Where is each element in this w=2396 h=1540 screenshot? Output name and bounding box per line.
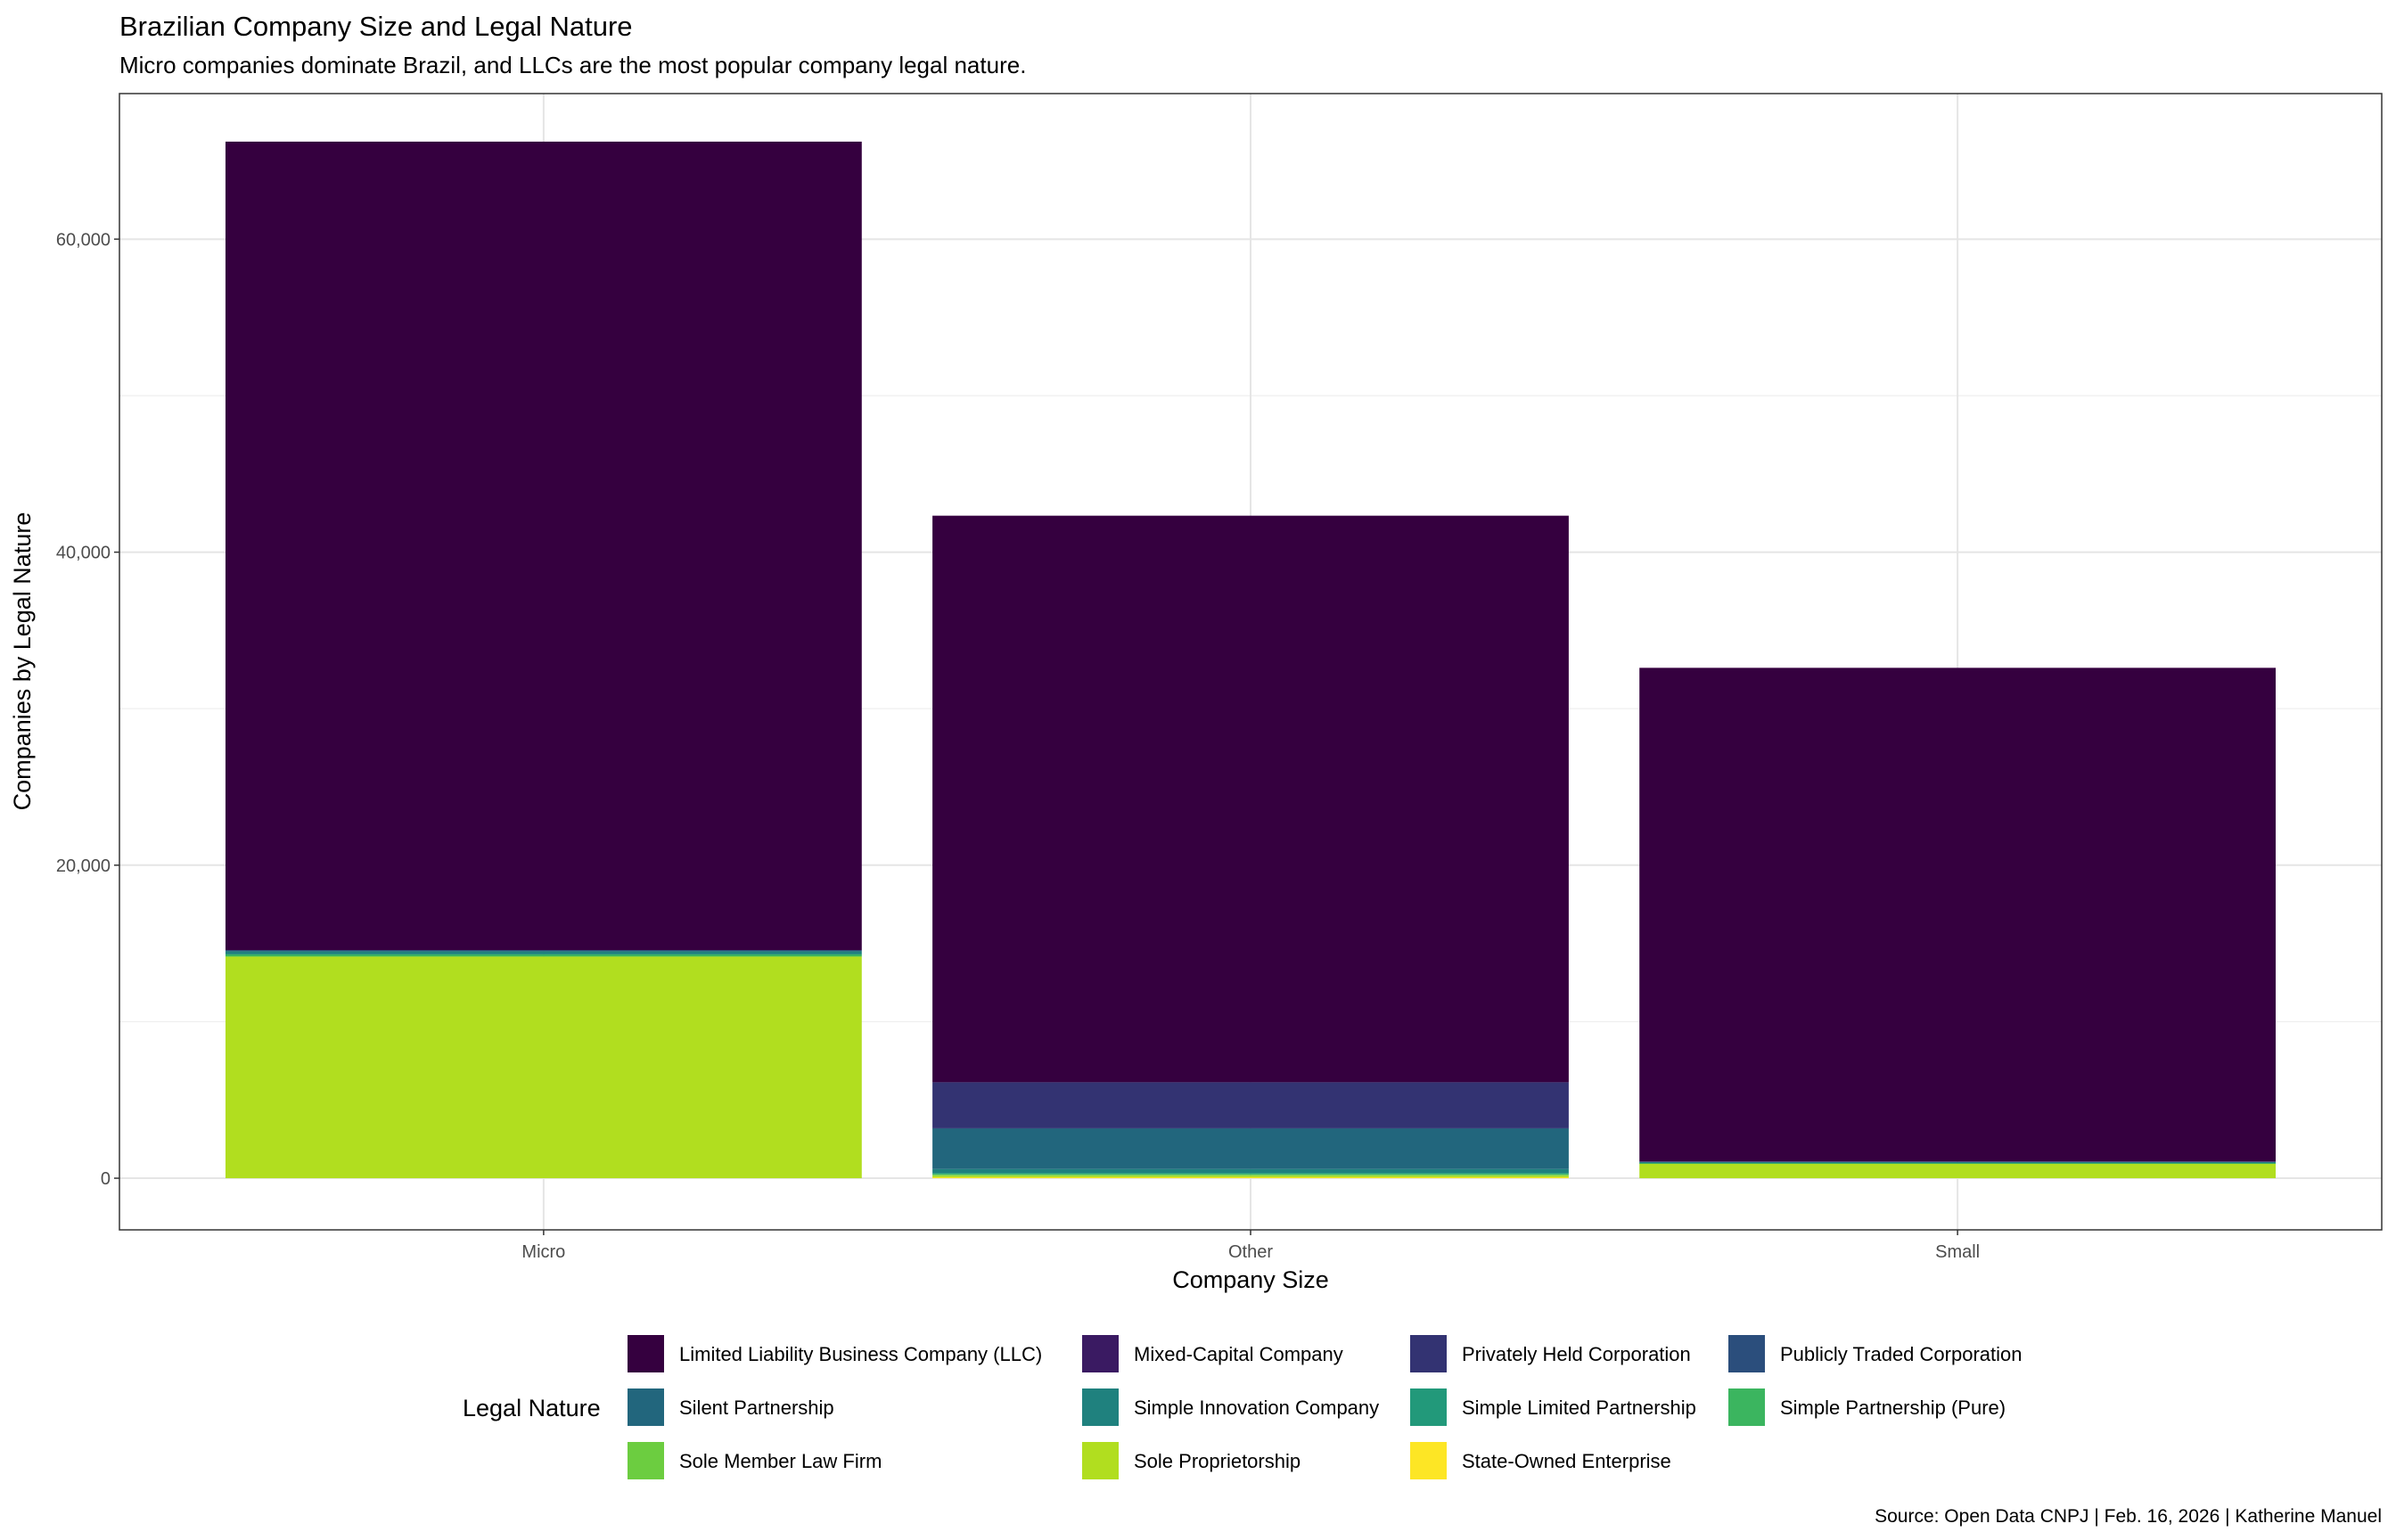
x-tick-label: Small — [1935, 1242, 1980, 1262]
bar-segment — [932, 515, 1569, 1083]
y-axis-title: Companies by Legal Nature — [9, 512, 36, 811]
bar-segment — [225, 956, 862, 1179]
legend-key — [628, 1335, 664, 1372]
legend-key — [1082, 1388, 1119, 1426]
legend-key — [1728, 1388, 1765, 1426]
plot-panel — [119, 93, 2383, 1231]
y-tick-label: 20,000 — [56, 856, 111, 876]
legend-key — [1410, 1442, 1447, 1479]
x-tick-label: Micro — [521, 1242, 565, 1262]
legend-key — [1410, 1388, 1447, 1426]
x-axis: Micro Other Small — [521, 1230, 1980, 1262]
bar-segment — [225, 954, 862, 957]
x-tick-label: Other — [1228, 1242, 1273, 1262]
legend-label: Simple Partnership (Pure) — [1780, 1397, 2006, 1419]
legend-key — [1082, 1442, 1119, 1479]
bar-segment — [225, 949, 862, 951]
bar-segment — [225, 141, 862, 950]
legend: Legal Nature Limited Liability Business … — [463, 1335, 2022, 1479]
legend-label: Simple Innovation Company — [1134, 1397, 1379, 1419]
bar-segment — [1639, 1163, 2277, 1179]
legend-label: Simple Limited Partnership — [1462, 1397, 1696, 1419]
bar-segment — [932, 1128, 1569, 1169]
legend-label: Sole Member Law Firm — [679, 1450, 882, 1472]
legend-key — [1082, 1335, 1119, 1372]
legend-key — [628, 1388, 664, 1426]
chart-subtitle: Micro companies dominate Brazil, and LLC… — [119, 52, 1026, 78]
legend-label: Sole Proprietorship — [1134, 1450, 1301, 1472]
y-tick-label: 40,000 — [56, 544, 111, 563]
chart-title: Brazilian Company Size and Legal Nature — [119, 11, 633, 42]
bar-segment — [932, 1174, 1569, 1175]
bar-segment — [932, 1127, 1569, 1129]
bar-segment — [1639, 1163, 2277, 1165]
bar-segment — [225, 956, 862, 957]
legend-title: Legal Nature — [463, 1395, 601, 1421]
bar-segment — [1639, 668, 2277, 1162]
bar-segment — [225, 950, 862, 952]
bar-segment — [932, 1082, 1569, 1128]
x-axis-title: Company Size — [1172, 1266, 1329, 1293]
bar-segment — [225, 951, 862, 954]
legend-label: State-Owned Enterprise — [1462, 1450, 1671, 1472]
bar-segment — [1639, 1161, 2277, 1162]
legend-key — [1410, 1335, 1447, 1372]
y-tick-label: 60,000 — [56, 230, 111, 250]
bar-segment — [1639, 1161, 2277, 1163]
bar-segment — [932, 1175, 1569, 1177]
bar-segment — [932, 1168, 1569, 1174]
legend-key — [628, 1442, 664, 1479]
legend-label: Limited Liability Business Company (LLC) — [679, 1343, 1042, 1365]
y-tick-label: 0 — [101, 1169, 111, 1189]
legend-label: Privately Held Corporation — [1462, 1343, 1691, 1365]
bar-segment — [225, 954, 862, 955]
chart-caption: Source: Open Data CNPJ | Feb. 16, 2026 |… — [1875, 1506, 2382, 1527]
legend-label: Mixed-Capital Company — [1134, 1343, 1343, 1365]
bar-segment — [932, 1176, 1569, 1179]
y-axis: 0 20,000 40,000 60,000 — [56, 230, 119, 1189]
legend-label: Publicly Traded Corporation — [1780, 1343, 2022, 1365]
bar-segment — [932, 1173, 1569, 1175]
legend-key — [1728, 1335, 1765, 1372]
bar-segment — [1639, 1163, 2277, 1164]
legend-label: Silent Partnership — [679, 1397, 834, 1419]
bar-segment — [1639, 1161, 2277, 1164]
